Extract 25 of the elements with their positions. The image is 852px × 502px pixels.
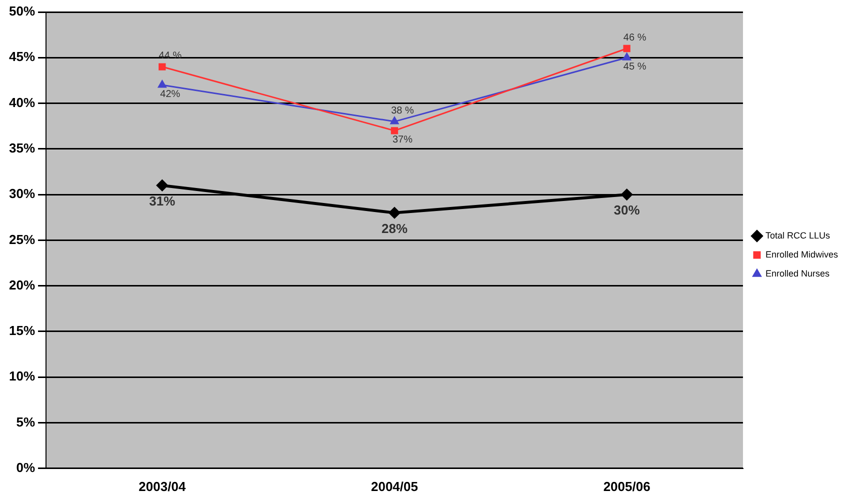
legend-label: Enrolled Midwives (765, 249, 838, 260)
y-tick-label: 15% (8, 323, 36, 338)
data-label: 42% (160, 88, 180, 100)
data-label: 37% (392, 134, 413, 146)
data-label: 38 % (391, 105, 414, 116)
x-tick-label: 2005/06 (603, 478, 650, 494)
x-tick-label: 2003/04 (138, 478, 186, 494)
x-tick-label: 2004/05 (370, 478, 418, 494)
y-tick-label: 45% (8, 49, 36, 64)
legend-label: Total RCC LLUs (765, 230, 830, 240)
y-tick-label: 0% (16, 460, 36, 475)
y-tick-label: 20% (8, 277, 36, 292)
data-label: 30% (614, 202, 640, 218)
legend-label: Enrolled Nurses (765, 268, 830, 278)
y-tick-label: 5% (16, 414, 36, 430)
data-label: 28% (381, 220, 408, 236)
y-tick-label: 10% (8, 368, 36, 384)
y-tick-label: 25% (8, 232, 36, 247)
y-tick-label: 30% (8, 186, 36, 202)
data-label: 46 % (623, 32, 646, 44)
y-tick-label: 35% (8, 140, 36, 156)
data-label: 31% (149, 194, 176, 209)
y-tick-label: 40% (8, 94, 36, 110)
data-label: 45 % (623, 61, 646, 72)
y-tick-label: 50% (8, 4, 36, 19)
